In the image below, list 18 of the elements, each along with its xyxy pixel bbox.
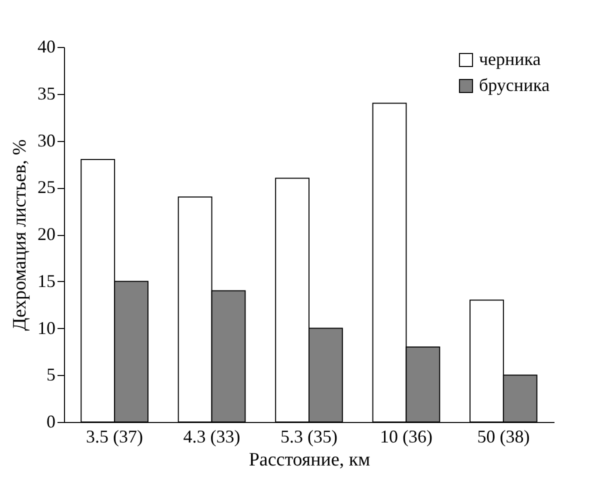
y-tick-label: 30 <box>38 130 56 150</box>
y-tick-label: 35 <box>38 83 56 104</box>
x-tick-label: 50 (38) <box>477 426 530 446</box>
y-tick-label: 10 <box>38 318 56 338</box>
legend-label: брусника <box>479 75 550 95</box>
legend-label: черника <box>479 49 541 69</box>
y-tick-label: 40 <box>38 36 56 56</box>
x-tick-label: 4.3 (33) <box>183 426 240 446</box>
y-axis-title: Дехромация листьев, % <box>10 139 30 331</box>
y-tick-label: 25 <box>38 177 56 198</box>
y-tick-label: 15 <box>38 270 56 291</box>
y-tick-label: 20 <box>38 224 56 244</box>
y-tick-label: 0 <box>46 412 56 432</box>
x-axis-title: Расстояние, км <box>248 450 370 470</box>
x-tick-label: 10 (36) <box>380 426 432 446</box>
y-tick-label: 5 <box>46 364 56 385</box>
x-tick-label: 3.5 (37) <box>86 426 144 446</box>
x-tick-label: 5.3 (35) <box>280 426 338 446</box>
